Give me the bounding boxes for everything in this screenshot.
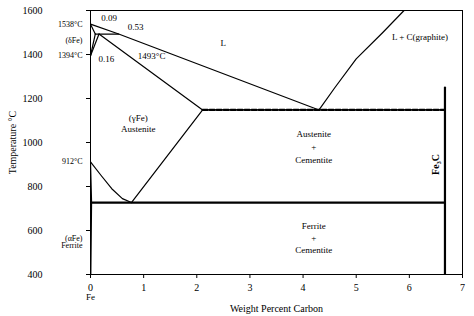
svg-text:1200: 1200 xyxy=(23,93,43,104)
svg-text:912°C: 912°C xyxy=(62,157,83,166)
svg-text:6: 6 xyxy=(407,282,412,293)
svg-text:5: 5 xyxy=(354,282,359,293)
svg-text:Fe₃C: Fe₃C xyxy=(430,154,441,175)
svg-text:2: 2 xyxy=(194,282,199,293)
svg-text:Cementite: Cementite xyxy=(295,245,332,255)
svg-text:800: 800 xyxy=(28,181,43,192)
svg-text:(δFe): (δFe) xyxy=(65,36,82,45)
svg-text:1: 1 xyxy=(141,282,146,293)
svg-text:Ferrite: Ferrite xyxy=(302,221,326,231)
svg-text:Ferrite: Ferrite xyxy=(61,241,83,250)
svg-text:1493°C: 1493°C xyxy=(138,51,166,61)
svg-text:Austenite: Austenite xyxy=(121,124,156,134)
svg-text:0.16: 0.16 xyxy=(99,54,115,64)
svg-text:+: + xyxy=(311,233,316,243)
svg-text:Temperature °C: Temperature °C xyxy=(7,110,18,174)
svg-text:1600: 1600 xyxy=(23,5,43,16)
svg-text:(γFe): (γFe) xyxy=(129,113,148,123)
svg-text:7: 7 xyxy=(460,282,465,293)
svg-text:1394°C: 1394°C xyxy=(58,51,83,60)
svg-text:Fe: Fe xyxy=(86,292,95,302)
svg-text:600: 600 xyxy=(28,225,43,236)
svg-text:1400: 1400 xyxy=(23,49,43,60)
svg-text:Austenite: Austenite xyxy=(296,129,331,139)
svg-text:+: + xyxy=(311,142,316,152)
svg-text:4: 4 xyxy=(301,282,306,293)
svg-text:L: L xyxy=(221,38,227,48)
svg-text:Cementite: Cementite xyxy=(295,155,332,165)
svg-text:1538°C: 1538°C xyxy=(58,20,83,29)
svg-text:0: 0 xyxy=(88,282,93,293)
svg-text:0.09: 0.09 xyxy=(101,13,117,23)
svg-text:Weight Percent Carbon: Weight Percent Carbon xyxy=(230,303,323,314)
svg-text:1000: 1000 xyxy=(23,137,43,148)
svg-text:0.53: 0.53 xyxy=(128,22,144,32)
svg-text:(αFe): (αFe) xyxy=(65,233,83,243)
svg-text:L + C(graphite): L + C(graphite) xyxy=(392,32,448,42)
svg-text:400: 400 xyxy=(28,269,43,280)
svg-text:3: 3 xyxy=(247,282,252,293)
